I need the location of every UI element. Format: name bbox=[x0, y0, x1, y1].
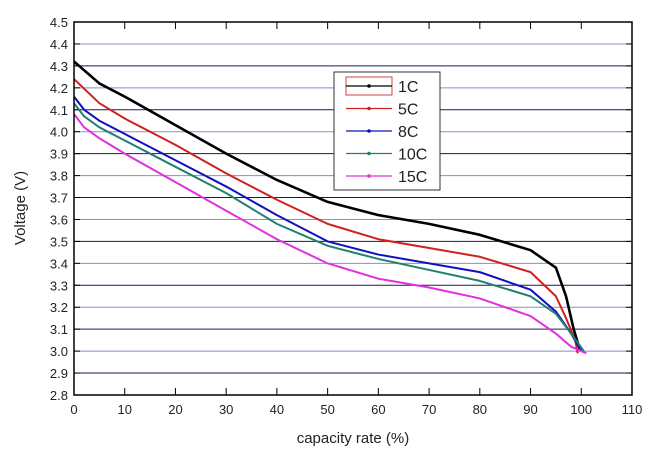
series-line-8C bbox=[73, 95, 583, 352]
x-tick-label: 30 bbox=[219, 402, 233, 417]
plot-frame bbox=[73, 21, 633, 396]
legend-label-10C: 10C bbox=[398, 147, 427, 164]
y-tick-label: 4.4 bbox=[50, 37, 68, 52]
x-tick-label: 70 bbox=[422, 402, 436, 417]
y-tick-label: 3.8 bbox=[50, 169, 68, 184]
y-tick-label: 3.2 bbox=[50, 300, 68, 315]
y-tick-label: 4.3 bbox=[50, 59, 68, 74]
series-line-1C bbox=[73, 60, 582, 352]
y-axis-label: Voltage (V) bbox=[12, 171, 29, 245]
x-tick-label: 50 bbox=[320, 402, 334, 417]
x-tick-label: 60 bbox=[371, 402, 385, 417]
y-tick-label: 3.9 bbox=[50, 147, 68, 162]
x-axis-label: capacity rate (%) bbox=[297, 430, 410, 447]
legend-marker-15C bbox=[367, 174, 371, 178]
y-tick-label: 3.5 bbox=[50, 234, 68, 249]
legend-marker-10C bbox=[367, 151, 371, 156]
x-tick-label: 110 bbox=[622, 402, 643, 417]
x-tick-label: 10 bbox=[117, 402, 131, 417]
legend-marker-1C bbox=[367, 84, 371, 88]
y-tick-label: 4.0 bbox=[50, 125, 68, 140]
y-tick-label: 3.1 bbox=[50, 322, 68, 337]
y-tick-label: 3.6 bbox=[50, 212, 68, 227]
series-line-15C bbox=[73, 113, 587, 355]
x-tick-label: 100 bbox=[570, 402, 592, 417]
legend: 1C 5C 8C 10C 15C bbox=[333, 71, 441, 191]
x-tick-label: 0 bbox=[70, 402, 77, 417]
y-tick-label: 4.2 bbox=[50, 81, 68, 96]
y-tick-label: 3.4 bbox=[50, 256, 68, 271]
x-tick-label: 40 bbox=[270, 402, 284, 417]
y-tick-label: 2.8 bbox=[50, 388, 68, 403]
x-tick-label: 90 bbox=[523, 402, 537, 417]
x-tick-label: 20 bbox=[168, 402, 182, 417]
legend-label-8C: 8C bbox=[398, 124, 418, 141]
legend-label-15C: 15C bbox=[398, 169, 427, 186]
y-tick-label: 3.3 bbox=[50, 278, 68, 293]
x-tick-label: 80 bbox=[473, 402, 487, 417]
series-lines bbox=[73, 60, 587, 355]
legend-label-1C: 1C bbox=[398, 79, 418, 96]
y-tick-label: 3.7 bbox=[50, 191, 68, 206]
legend-marker-8C bbox=[367, 129, 371, 133]
y-tick-label: 2.9 bbox=[50, 366, 68, 381]
ticks: 2.8 2.9 3.0 3.1 3.2 3.3 3.4 3.5 3.6 3.7 3.8 3.9 4.0 4… bbox=[50, 15, 642, 417]
series-line-10C bbox=[73, 102, 585, 352]
y-tick-label: 3.0 bbox=[50, 344, 68, 359]
legend-marker-5C bbox=[367, 106, 371, 111]
legend-label-5C: 5C bbox=[398, 102, 418, 119]
series-line-5C bbox=[73, 78, 579, 354]
y-tick-label: 4.1 bbox=[50, 103, 68, 118]
y-tick-label: 4.5 bbox=[50, 15, 68, 30]
